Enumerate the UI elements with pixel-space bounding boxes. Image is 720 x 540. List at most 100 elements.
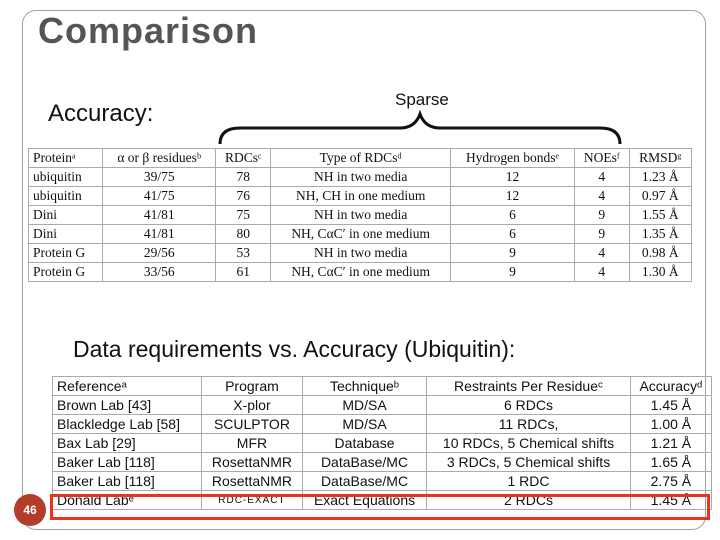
table-row: Bax Lab [29] MFR Database 10 RDCs, 5 Che… <box>51 433 713 453</box>
cell: 41/81 <box>102 205 217 225</box>
cell: 33/56 <box>102 262 217 282</box>
cell: NH, CαC′ in one medium <box>270 262 451 282</box>
cell: 0.97 Å <box>628 186 693 206</box>
cell: NH in two media <box>270 243 451 263</box>
cell: ubiquitin <box>27 186 104 206</box>
cell: MD/SA <box>301 414 428 434</box>
cell: MFR <box>201 433 303 453</box>
cell: DataBase/MC <box>301 471 428 491</box>
curly-brace-icon <box>218 110 622 145</box>
sparse-label: Sparse <box>395 90 449 109</box>
cell: RosettaNMR <box>201 452 303 472</box>
col-rmsd: RMSDᵍ <box>628 148 693 168</box>
cell: 9 <box>449 262 576 282</box>
cell: 6 <box>449 224 576 244</box>
cell: Dini <box>27 224 104 244</box>
accuracy-label: Accuracy: <box>48 100 154 127</box>
cell: NH, CαC′ in one medium <box>270 224 451 244</box>
cell: SCULPTOR <box>201 414 303 434</box>
cell: 61 <box>215 262 272 282</box>
cell: 12 <box>449 167 576 187</box>
cell: 0.98 Å <box>628 243 693 263</box>
table-row: Dini 41/81 75 NH in two media 6 9 1.55 Å <box>27 205 693 225</box>
cell: 78 <box>215 167 272 187</box>
cell: 39/75 <box>102 167 217 187</box>
col-protein: Proteinᵃ <box>27 148 104 168</box>
cell: Baker Lab [118] <box>51 452 203 472</box>
cell: Database <box>301 433 428 453</box>
col-type-rdcs: Type of RDCsᵈ <box>270 148 451 168</box>
table-row: ubiquitin 39/75 78 NH in two media 12 4 … <box>27 167 693 187</box>
table-row: Protein G 33/56 61 NH, CαC′ in one mediu… <box>27 262 693 282</box>
cell: Protein G <box>27 262 104 282</box>
cell: 6 <box>449 205 576 225</box>
cell: Baker Lab [118] <box>51 471 203 491</box>
cell: Dini <box>27 205 104 225</box>
col-residues: α or β residuesᵇ <box>102 148 217 168</box>
cell: 9 <box>449 243 576 263</box>
cell: 9 <box>574 224 630 244</box>
cell: 4 <box>574 186 630 206</box>
cell: 41/75 <box>102 186 217 206</box>
cell: ubiquitin <box>27 167 104 187</box>
cell: RosettaNMR <box>201 471 303 491</box>
cell: 1.45 Å <box>629 395 713 415</box>
cell: 1.65 Å <box>629 452 713 472</box>
cell: 1.35 Å <box>628 224 693 244</box>
cell: 10 RDCs, 5 Chemical shifts <box>426 433 631 453</box>
cell: Brown Lab [43] <box>51 395 203 415</box>
cell: 6 RDCs <box>426 395 631 415</box>
ubiquitin-accuracy-table: Referenceᵃ Program Techniqueᵇ Restraints… <box>51 376 713 510</box>
cell: NH, CH in one medium <box>270 186 451 206</box>
col-rdcs: RDCsᶜ <box>215 148 272 168</box>
cell: 2.75 Å <box>629 471 713 491</box>
cell: 1.23 Å <box>628 167 693 187</box>
cell: 4 <box>574 167 630 187</box>
cell: MD/SA <box>301 395 428 415</box>
col-program: Program <box>201 376 303 396</box>
cell: 4 <box>574 243 630 263</box>
cell: 3 RDCs, 5 Chemical shifts <box>426 452 631 472</box>
col-noes: NOEsᶠ <box>574 148 630 168</box>
col-technique: Techniqueᵇ <box>301 376 428 396</box>
rmsd-table: Proteinᵃ α or β residuesᵇ RDCsᶜ Type of … <box>27 148 693 282</box>
cell: DataBase/MC <box>301 452 428 472</box>
cell: 53 <box>215 243 272 263</box>
cell: 1 RDC <box>426 471 631 491</box>
highlight-box <box>50 494 710 520</box>
table-row: ubiquitin 41/75 76 NH, CH in one medium … <box>27 186 693 206</box>
cell: 1.21 Å <box>629 433 713 453</box>
cell: Bax Lab [29] <box>51 433 203 453</box>
cell: 1.30 Å <box>628 262 693 282</box>
cell: X-plor <box>201 395 303 415</box>
col-hbonds: Hydrogen bondsᵉ <box>449 148 576 168</box>
cell: 76 <box>215 186 272 206</box>
cell: Blackledge Lab [58] <box>51 414 203 434</box>
table-row: Baker Lab [118] RosettaNMR DataBase/MC 1… <box>51 471 713 491</box>
table-header-row: Proteinᵃ α or β residuesᵇ RDCsᶜ Type of … <box>27 148 693 168</box>
page-number-badge: 46 <box>14 494 46 526</box>
table-row: Dini 41/81 80 NH, CαC′ in one medium 6 9… <box>27 224 693 244</box>
slide-title: Comparison <box>38 10 259 51</box>
slide-frame <box>22 10 706 530</box>
cell: NH in two media <box>270 205 451 225</box>
cell: 1.00 Å <box>629 414 713 434</box>
cell: Protein G <box>27 243 104 263</box>
table-row: Brown Lab [43] X-plor MD/SA 6 RDCs 1.45 … <box>51 395 713 415</box>
col-accuracy: Accuracyᵈ <box>629 376 713 396</box>
table-header-row: Referenceᵃ Program Techniqueᵇ Restraints… <box>51 376 713 396</box>
cell: 11 RDCs, <box>426 414 631 434</box>
table-row: Baker Lab [118] RosettaNMR DataBase/MC 3… <box>51 452 713 472</box>
cell: 29/56 <box>102 243 217 263</box>
data-requirements-label: Data requirements vs. Accuracy (Ubiquiti… <box>73 336 516 362</box>
col-reference: Referenceᵃ <box>51 376 203 396</box>
cell: 75 <box>215 205 272 225</box>
table-row: Protein G 29/56 53 NH in two media 9 4 0… <box>27 243 693 263</box>
cell: 12 <box>449 186 576 206</box>
cell: 80 <box>215 224 272 244</box>
cell: NH in two media <box>270 167 451 187</box>
cell: 9 <box>574 205 630 225</box>
cell: 4 <box>574 262 630 282</box>
cell: 41/81 <box>102 224 217 244</box>
table-row: Blackledge Lab [58] SCULPTOR MD/SA 11 RD… <box>51 414 713 434</box>
